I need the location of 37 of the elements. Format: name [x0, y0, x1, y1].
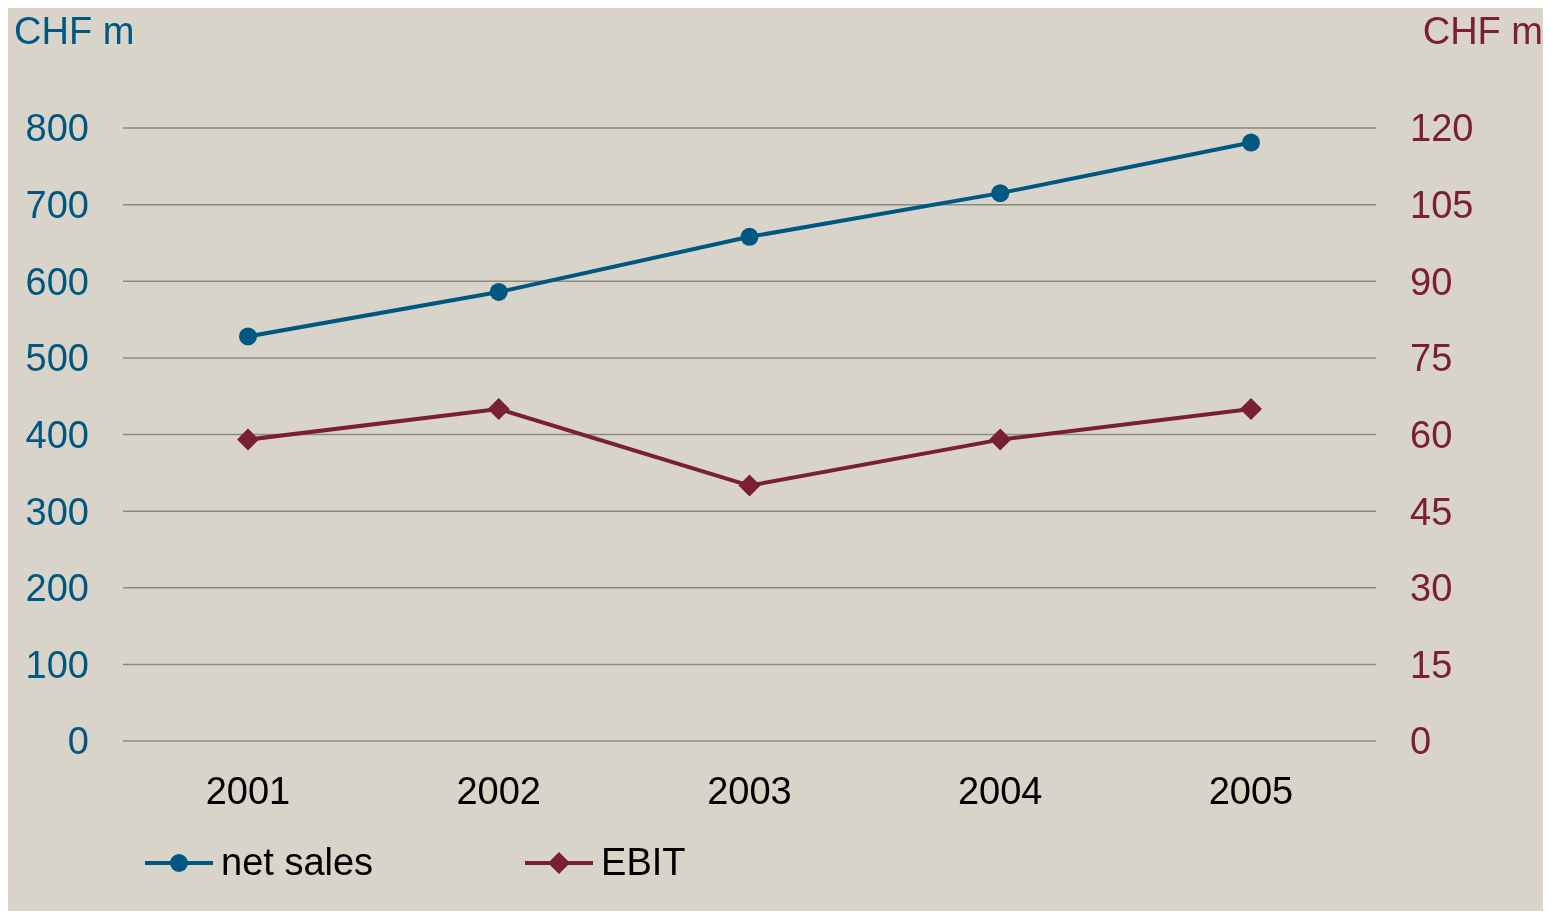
point: [740, 227, 759, 246]
x-tick-label: 2003: [707, 769, 792, 812]
y-tick-label: 600: [25, 260, 89, 303]
y-tick-label: 200: [25, 567, 89, 610]
legend-label: EBIT: [601, 841, 686, 884]
y2-tick-label: 30: [1410, 567, 1453, 610]
y2-tick-label: 15: [1410, 643, 1453, 686]
y-tick-label: 400: [25, 413, 89, 456]
y2-tick-label: 45: [1410, 490, 1453, 533]
y-tick-label: 700: [25, 184, 89, 227]
y-tick-label: 300: [25, 490, 89, 533]
y2-tick-label: 75: [1410, 337, 1453, 380]
point: [991, 184, 1010, 203]
x-tick-label: 2004: [957, 769, 1043, 812]
y-tick-label: 500: [25, 337, 89, 380]
y2-tick-label: 0: [1410, 720, 1432, 763]
point: [738, 474, 761, 497]
y-tick-label: 800: [25, 107, 89, 150]
point: [989, 428, 1012, 451]
y2-tick-label: 90: [1410, 260, 1453, 303]
x-tick-label: 2002: [456, 769, 542, 812]
point: [487, 397, 510, 420]
y2-axis-title: CHF m: [1422, 10, 1543, 53]
y2-tick-label: 60: [1410, 413, 1453, 456]
y-axis-title: CHF m: [14, 10, 135, 53]
y2-tick-label: 120: [1410, 107, 1474, 150]
x-tick-label: 2005: [1208, 769, 1294, 812]
legend-label: net sales: [221, 841, 374, 884]
point: [239, 327, 257, 346]
x-tick-label: 2001: [205, 769, 291, 812]
y-tick-label: 0: [67, 720, 89, 763]
point: [237, 428, 259, 451]
point: [1240, 397, 1262, 420]
point: [489, 282, 508, 301]
y2-tick-label: 105: [1410, 184, 1474, 227]
point: [1242, 133, 1260, 152]
y-tick-label: 100: [25, 643, 89, 686]
